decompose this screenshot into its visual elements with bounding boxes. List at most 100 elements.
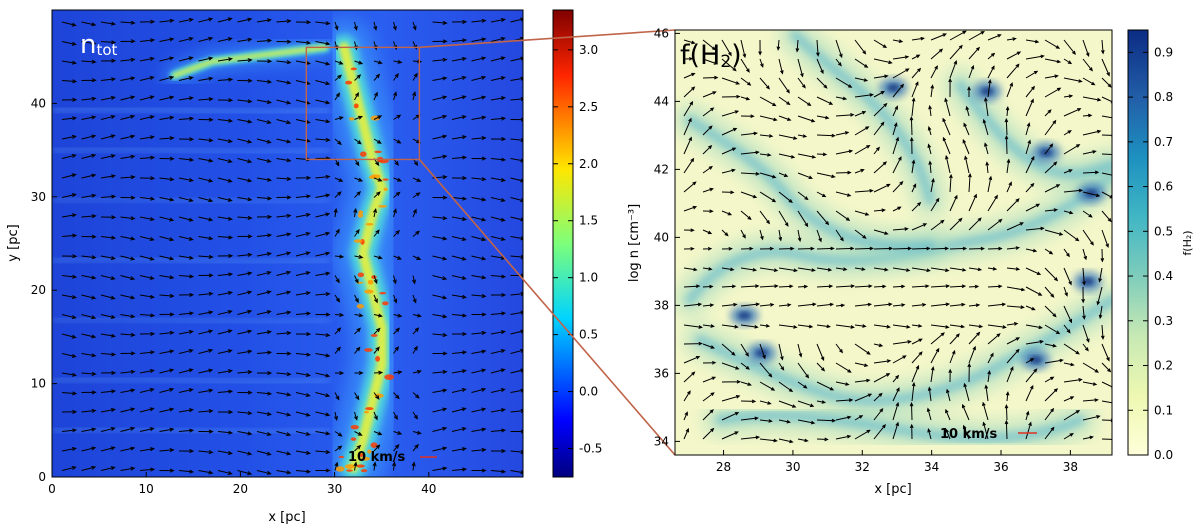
velocity-arrow	[1044, 143, 1054, 155]
velocity-arrow	[778, 419, 791, 424]
velocity-arrow	[412, 443, 419, 452]
velocity-arrow	[393, 370, 403, 375]
velocity-arrow	[721, 246, 733, 251]
velocity-arrow	[683, 205, 698, 212]
velocity-arrow	[354, 313, 364, 318]
velocity-arrow	[1081, 286, 1085, 304]
velocity-arrow	[120, 57, 136, 62]
velocity-arrow	[81, 96, 97, 101]
velocity-arrow	[256, 177, 273, 182]
velocity-arrow	[315, 41, 331, 46]
velocity-arrow	[1063, 210, 1074, 215]
velocity-arrow	[873, 39, 888, 49]
density-peak	[382, 301, 389, 306]
velocity-arrow	[1025, 421, 1032, 440]
velocity-arrow	[1063, 362, 1075, 367]
velocity-arrow	[412, 208, 417, 218]
velocity-arrow	[61, 294, 78, 299]
left-x-tick-label: 40	[421, 482, 436, 496]
velocity-arrow	[1025, 182, 1035, 193]
velocity-arrow	[159, 115, 175, 120]
velocity-arrow	[510, 216, 523, 222]
velocity-arrow	[61, 173, 77, 179]
velocity-arrow	[987, 65, 995, 79]
velocity-arrow	[354, 74, 362, 81]
velocity-arrow	[911, 381, 916, 402]
velocity-arrow	[100, 215, 117, 220]
density-peak	[345, 80, 353, 85]
velocity-arrow	[451, 350, 468, 355]
velocity-arrow	[198, 409, 214, 414]
velocity-arrow	[159, 216, 175, 222]
velocity-arrow	[930, 65, 938, 79]
velocity-arrow	[178, 17, 194, 23]
velocity-arrow	[816, 284, 834, 289]
velocity-arrow	[61, 233, 78, 238]
velocity-arrow	[373, 431, 383, 436]
velocity-arrow	[759, 400, 772, 405]
velocity-arrow	[451, 196, 468, 201]
velocity-arrow	[930, 365, 935, 383]
velocity-arrow	[930, 33, 948, 41]
velocity-arrow	[295, 60, 312, 65]
velocity-arrow	[968, 31, 985, 41]
velocity-arrow	[139, 155, 156, 160]
velocity-arrow	[930, 347, 940, 364]
velocity-arrow	[393, 114, 402, 120]
velocity-arrow	[276, 351, 292, 356]
left-y-axis-label: y [pc]	[6, 224, 21, 261]
velocity-arrow	[490, 408, 507, 413]
velocity-arrow	[159, 156, 175, 161]
density-peak	[350, 437, 357, 441]
velocity-arrow	[702, 107, 715, 117]
left-y-tick-label: 20	[31, 283, 46, 297]
velocity-arrow	[471, 293, 487, 299]
velocity-arrow	[451, 76, 467, 81]
velocity-arrow	[1025, 203, 1041, 212]
velocity-arrow	[873, 373, 891, 383]
velocity-arrow	[237, 215, 253, 220]
density-peak	[370, 334, 378, 337]
velocity-arrow	[333, 207, 338, 218]
velocity-arrow	[759, 77, 770, 90]
velocity-arrow	[683, 371, 696, 383]
velocity-arrow	[432, 275, 448, 281]
velocity-arrow	[490, 428, 507, 433]
velocity-arrow	[159, 18, 175, 23]
velocity-arrow	[315, 468, 331, 473]
velocity-arrow	[490, 177, 506, 182]
velocity-arrow	[81, 193, 97, 198]
velocity-arrow	[835, 58, 842, 67]
velocity-arrow	[256, 214, 273, 219]
velocity-arrow	[61, 254, 78, 259]
velocity-arrow	[930, 267, 950, 273]
velocity-arrow	[1100, 248, 1105, 263]
velocity-arrow	[256, 196, 273, 201]
velocity-arrow	[510, 97, 523, 102]
velocity-arrow	[1063, 432, 1074, 440]
velocity-arrow	[702, 125, 713, 136]
velocity-arrow	[968, 345, 976, 364]
right-colorbar-ramp	[1127, 29, 1149, 456]
velocity-arrow	[911, 223, 928, 231]
velocity-arrow	[471, 115, 487, 120]
velocity-arrow	[276, 431, 292, 437]
velocity-arrow	[873, 359, 892, 364]
density-peak	[382, 178, 389, 181]
velocity-arrow	[1044, 39, 1061, 49]
velocity-arrow	[835, 324, 855, 329]
velocity-arrow	[759, 210, 771, 225]
velocity-arrow	[393, 255, 402, 260]
velocity-arrow	[315, 271, 331, 276]
velocity-arrow	[451, 467, 468, 472]
velocity-arrow	[873, 90, 886, 98]
velocity-arrow	[276, 331, 292, 336]
velocity-arrow	[1082, 170, 1100, 175]
velocity-arrow	[373, 73, 381, 81]
velocity-arrow	[159, 275, 175, 280]
velocity-arrow	[892, 303, 906, 307]
velocity-arrow	[81, 371, 97, 376]
velocity-arrow	[471, 468, 487, 473]
velocity-arrow	[276, 176, 292, 181]
velocity-arrow	[490, 330, 507, 335]
